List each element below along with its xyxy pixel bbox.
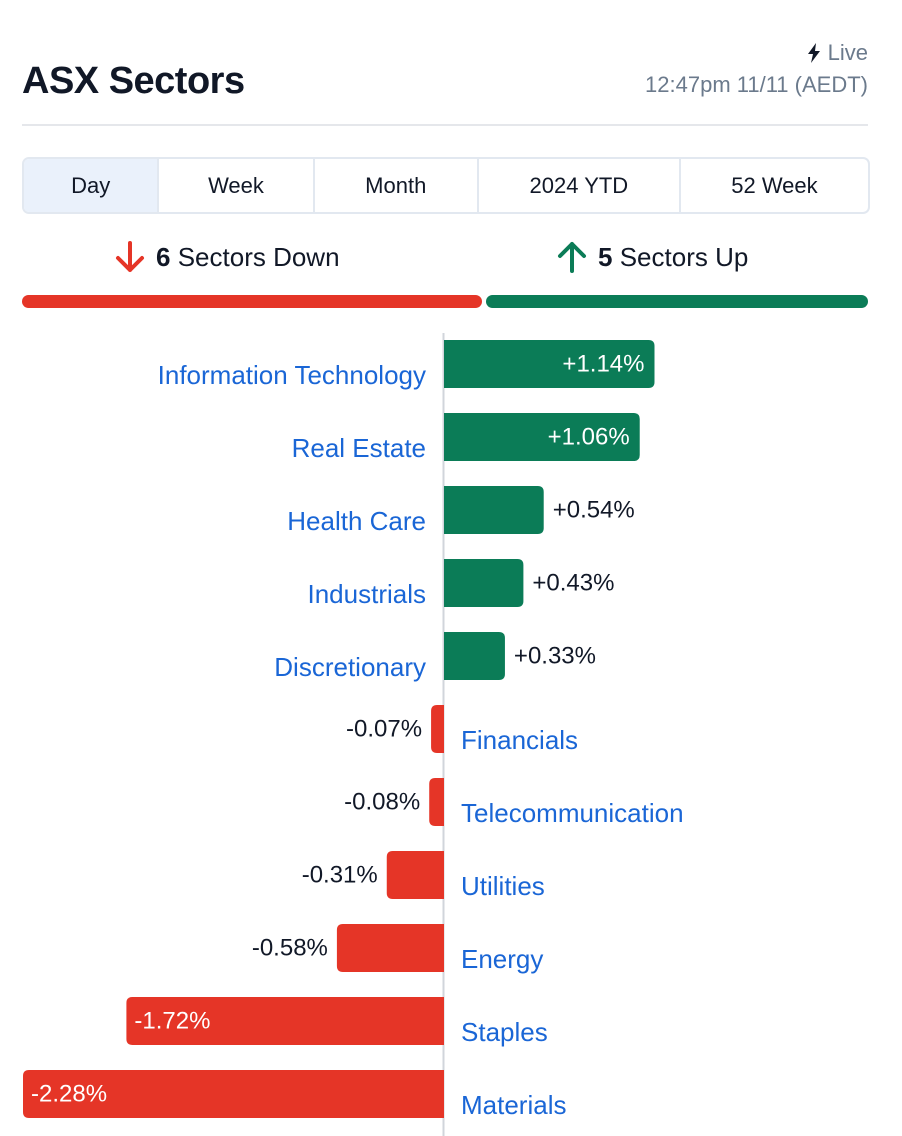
bar-real-estate[interactable] [444, 413, 640, 461]
sectors-up-label: Sectors Up [619, 241, 749, 272]
sector-link-materials[interactable]: Materials [461, 1090, 566, 1120]
sectors-down-bar [22, 295, 482, 308]
sector-link-industrials[interactable]: Industrials [308, 579, 427, 609]
bar-industrials[interactable] [444, 559, 524, 607]
bar-financials[interactable] [431, 705, 444, 753]
value-label-real-estate: +1.06% [548, 424, 630, 451]
sectors-up-count: 5 [598, 241, 613, 272]
sector-link-real-estate[interactable]: Real Estate [292, 433, 426, 463]
value-label-telecommunication: -0.08% [344, 789, 420, 816]
period-tabs: Day Week Month 2024 YTD 52 Week [22, 157, 870, 214]
value-label-utilities: -0.31% [302, 862, 378, 889]
tab-day[interactable]: Day [24, 159, 160, 212]
sector-link-utilities[interactable]: Utilities [461, 871, 545, 901]
bar-energy[interactable] [336, 924, 444, 972]
sectors-up-summary: 5 Sectors Up [556, 240, 748, 274]
sector-link-health-care[interactable]: Health Care [287, 506, 426, 536]
value-label-materials: -2.28% [31, 1081, 107, 1108]
value-label-information-technology: +1.14% [562, 351, 644, 378]
bar-discretionary[interactable] [444, 632, 505, 680]
bar-health-care[interactable] [444, 486, 544, 534]
arrow-down-icon [116, 241, 144, 272]
arrow-up-icon [558, 242, 586, 273]
bar-information-technology[interactable] [444, 340, 655, 388]
breadth-summary: 6 Sectors Down 5 Sectors Up [22, 240, 868, 290]
sectors-down-label: Sectors Down [177, 241, 340, 272]
bar-materials[interactable] [23, 1070, 444, 1118]
live-label: Live [827, 40, 868, 65]
tab-52-week[interactable]: 52 Week [731, 172, 818, 198]
sector-link-energy[interactable]: Energy [461, 944, 543, 974]
sectors-up-bar [486, 295, 868, 308]
bar-staples[interactable] [126, 997, 445, 1045]
sector-link-discretionary[interactable]: Discretionary [274, 652, 426, 682]
lightning-icon [807, 43, 820, 63]
value-label-energy: -0.58% [252, 935, 328, 962]
value-label-industrials: +0.43% [532, 570, 614, 597]
timestamp: 12:47pm 11/11 (AEDT) [645, 72, 868, 97]
page-title: ASX Sectors [22, 60, 245, 102]
bar-utilities[interactable] [386, 851, 444, 899]
tab-month[interactable]: Month [315, 159, 479, 212]
value-label-discretionary: +0.33% [514, 643, 596, 670]
value-label-staples: -1.72% [134, 1008, 210, 1035]
tab-week[interactable]: Week [159, 159, 315, 212]
sectors-down-count: 6 [156, 241, 171, 272]
sectors-down-summary: 6 Sectors Down [114, 240, 340, 274]
value-label-financials: -0.07% [346, 716, 422, 743]
widget-header: ASX Sectors Live 12:47pm 11/11 (AEDT) [22, 0, 868, 126]
bar-telecommunication[interactable] [429, 778, 444, 826]
tab-2024-ytd[interactable]: 2024 YTD [479, 159, 681, 212]
live-indicator: Live [806, 40, 868, 66]
value-label-health-care: +0.54% [553, 497, 635, 524]
sector-link-information-technology[interactable]: Information Technology [158, 360, 426, 390]
sector-link-staples[interactable]: Staples [461, 1017, 548, 1047]
sector-link-financials[interactable]: Financials [461, 725, 578, 755]
sector-link-telecommunication[interactable]: Telecommunication [461, 798, 684, 828]
